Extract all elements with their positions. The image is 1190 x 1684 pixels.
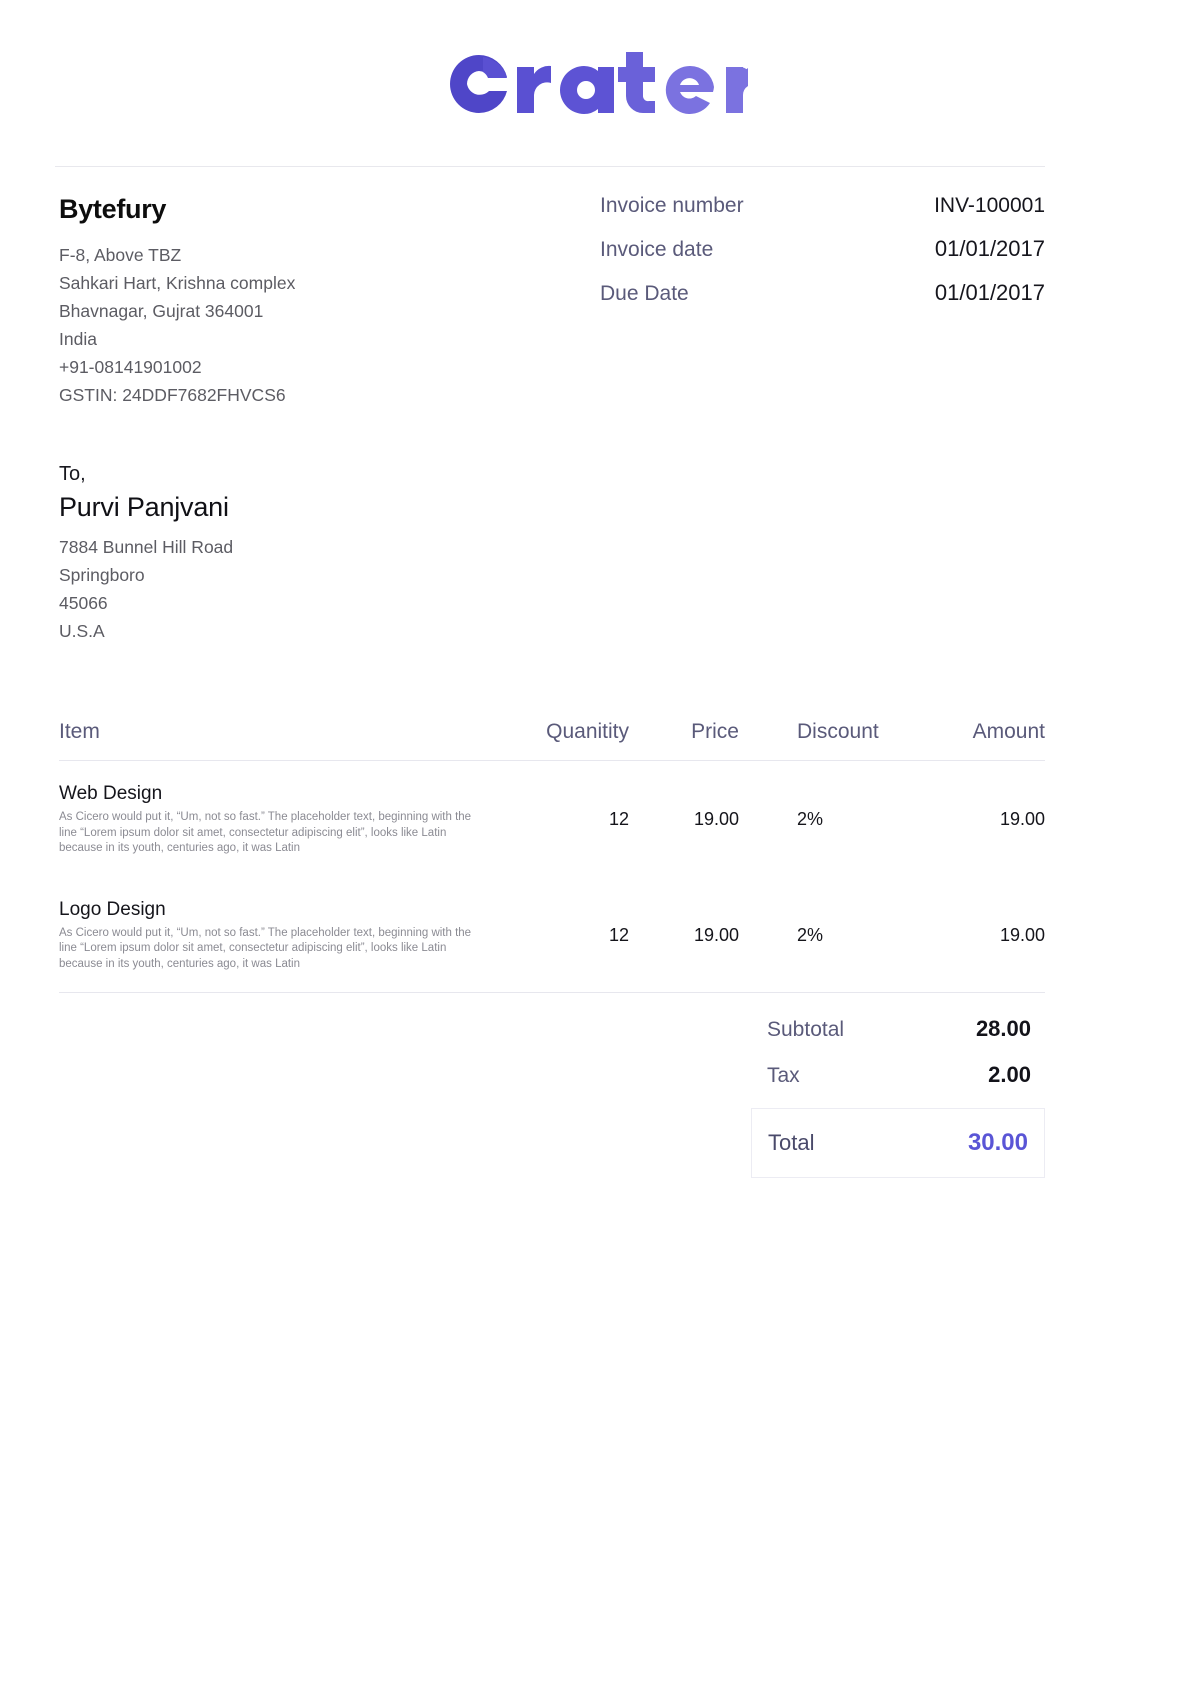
to-label: To, [59,463,86,485]
totals-block: Subtotal 28.00 Tax 2.00 Total 30.00 [751,1016,1045,1178]
invoice-number-row: Invoice number INV-100001 [600,194,1045,218]
item-discount: 2% [797,809,824,830]
recipient-address-line: U.S.A [59,621,105,641]
column-header-price: Price [691,720,739,743]
due-date-row: Due Date 01/01/2017 [600,280,1045,306]
sender-gstin: GSTIN: 24DDF7682FHVCS6 [59,385,286,405]
recipient-address-line: 45066 [59,593,108,613]
item-cell: Web Design As Cicero would put it, “Um, … [59,783,489,857]
column-header-amount: Amount [972,720,1045,743]
due-date-value: 01/01/2017 [934,280,1045,305]
item-amount: 19.00 [999,809,1045,830]
item-title: Web Design [59,783,163,804]
table-header-row: Item Quanitity Price Discount Amount [59,720,1045,761]
subtotal-row: Subtotal 28.00 [751,1016,1045,1042]
brand-logo [0,44,1190,124]
invoice-meta-block: Invoice number INV-100001 Invoice date 0… [600,194,1045,324]
items-table: Item Quanitity Price Discount Amount Web… [59,720,1045,993]
sender-address-line: Sahkari Hart, Krishna complex [59,273,296,293]
due-date-label: Due Date [600,282,689,305]
invoice-date-value: 01/01/2017 [934,236,1045,261]
column-header-quantity: Quanitity [546,720,629,743]
total-label: Total [768,1130,815,1155]
column-header-discount: Discount [797,720,879,743]
item-amount: 19.00 [999,924,1045,945]
sender-block: Bytefury F-8, Above TBZ Sahkari Hart, Kr… [59,194,539,409]
recipient-address-line: 7884 Bunnel Hill Road [59,537,234,557]
subtotal-label: Subtotal [767,1018,845,1041]
item-price: 19.00 [693,924,739,945]
item-quantity: 12 [608,924,629,945]
table-row: Web Design As Cicero would put it, “Um, … [59,761,1045,877]
sender-address-line: India [59,329,97,349]
invoice-number-value: INV-100001 [934,194,1045,217]
tax-value: 2.00 [988,1062,1031,1087]
sender-phone: +91-08141901002 [59,357,202,377]
item-quantity: 12 [608,809,629,830]
item-cell: Logo Design As Cicero would put it, “Um,… [59,899,489,973]
invoice-date-row: Invoice date 01/01/2017 [600,236,1045,262]
recipient-name: Purvi Panjvani [59,492,229,522]
recipient-block: To, Purvi Panjvani 7884 Bunnel Hill Road… [59,463,539,645]
recipient-address-line: Springboro [59,565,145,585]
item-title: Logo Design [59,898,166,920]
header-divider [55,166,1045,167]
total-value: 30.00 [967,1129,1028,1156]
item-description: As Cicero would put it, “Um, not so fast… [59,926,472,970]
sender-address-line: F-8, Above TBZ [59,245,182,265]
sender-name: Bytefury [59,194,167,224]
subtotal-value: 28.00 [975,1016,1031,1041]
table-row: Logo Design As Cicero would put it, “Um,… [59,877,1045,993]
column-header-item: Item [59,720,100,743]
item-discount: 2% [797,924,824,945]
tax-label: Tax [767,1064,800,1087]
sender-address-line: Bhavnagar, Gujrat 364001 [59,301,264,321]
total-row: Total 30.00 [751,1108,1045,1178]
item-price: 19.00 [693,809,739,830]
tax-row: Tax 2.00 [751,1062,1045,1088]
invoice-date-label: Invoice date [600,238,714,261]
crater-logo-icon [449,52,748,115]
invoice-number-label: Invoice number [600,194,744,217]
item-description: As Cicero would put it, “Um, not so fast… [59,811,472,854]
table-bottom-divider [59,992,1045,993]
